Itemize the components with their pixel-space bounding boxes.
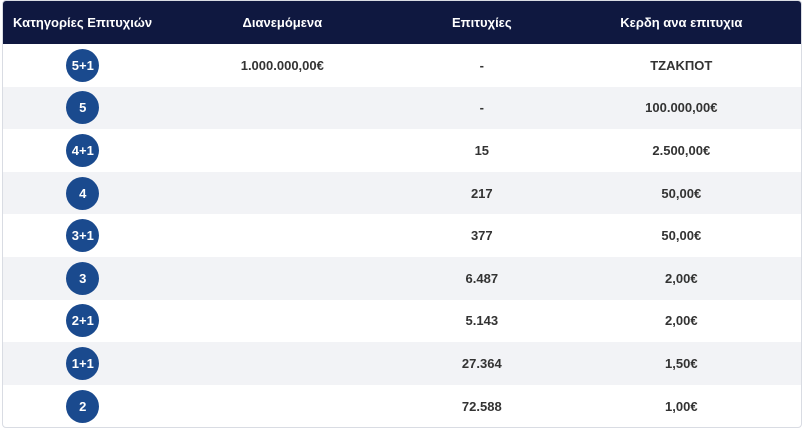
- winners-cell: -: [479, 100, 484, 116]
- table-row: 2+1 5.143 2,00€: [3, 300, 801, 343]
- header-prize: Κερδη ανα επιτυχια: [620, 15, 743, 30]
- winners-cell: 5.143: [465, 313, 499, 329]
- distributed-cell: 1.000.000,00€: [240, 57, 324, 73]
- winners-cell: -: [479, 57, 484, 73]
- table-row: 5+1 1.000.000,00€ - ΤΖΑΚΠΟΤ: [3, 44, 801, 87]
- winners-cell: 15: [474, 142, 490, 158]
- winners-cell: 72.588: [461, 398, 502, 414]
- prize-cell: 1,00€: [665, 398, 698, 414]
- table-header: Κατηγορίες Επιτυχιών Διανεμόμενα Επιτυχί…: [3, 1, 801, 44]
- winners-cell: 217: [470, 185, 493, 201]
- category-badge: 2+1: [66, 304, 100, 338]
- table-row: 2 72.588 1,00€: [3, 385, 801, 427]
- category-badge: 4: [66, 176, 100, 210]
- table-row: 3+1 377 50,00€: [3, 214, 801, 257]
- winners-cell: 27.364: [461, 355, 502, 371]
- winners-cell: 6.487: [465, 270, 499, 286]
- category-badge: 5: [66, 91, 100, 125]
- category-badge: 1+1: [66, 346, 100, 380]
- category-badge: 3+1: [66, 219, 100, 253]
- table-row: 1+1 27.364 1,50€: [3, 342, 801, 385]
- prize-cell: 100.000,00€: [645, 100, 718, 116]
- winners-cell: 377: [470, 228, 493, 244]
- category-badge: 4+1: [66, 133, 100, 167]
- header-category: Κατηγορίες Επιτυχιών: [13, 15, 153, 30]
- prize-cell: 2,00€: [665, 313, 698, 329]
- header-distributed: Διανεμόμενα: [242, 15, 323, 30]
- prize-cell: 2,00€: [665, 270, 698, 286]
- prize-cell: 1,50€: [665, 355, 698, 371]
- table-row: 3 6.487 2,00€: [3, 256, 801, 300]
- prize-cell: 2.500,00€: [652, 142, 711, 158]
- prize-cell: 50,00€: [661, 185, 702, 201]
- category-badge: 5+1: [66, 48, 100, 82]
- table-row: 4+1 15 2.500,00€: [3, 129, 801, 172]
- table-row: 5 - 100.000,00€: [3, 86, 801, 130]
- table-row: 4 217 50,00€: [3, 171, 801, 215]
- prize-cell: 50,00€: [661, 228, 702, 244]
- prize-cell: ΤΖΑΚΠΟΤ: [650, 57, 713, 73]
- header-winners: Επιτυχίες: [451, 15, 512, 30]
- category-badge: 3: [66, 261, 100, 295]
- category-badge: 2: [66, 389, 100, 423]
